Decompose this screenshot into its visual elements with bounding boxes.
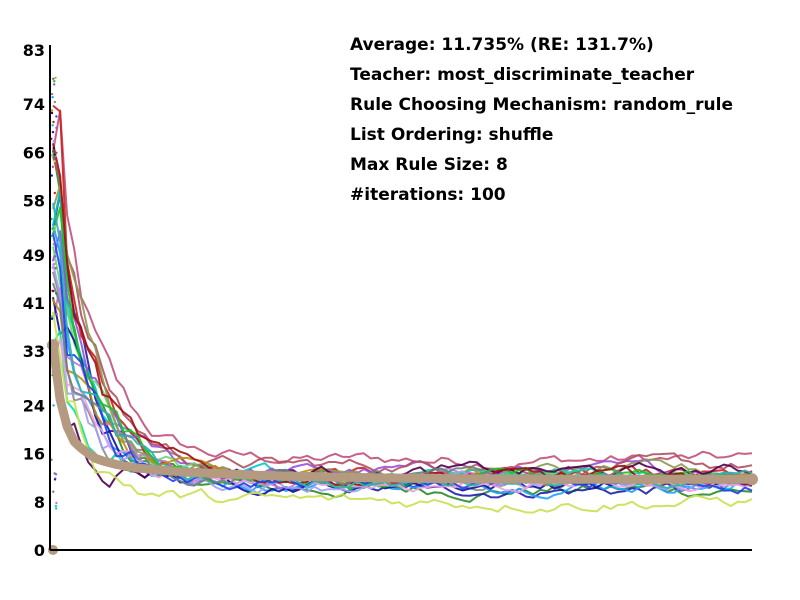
y-tick-label: 33	[23, 342, 45, 361]
early-point	[55, 312, 59, 316]
early-point	[55, 126, 58, 130]
y-tick-label: 58	[23, 192, 45, 211]
early-point	[53, 80, 56, 83]
early-point	[55, 151, 58, 154]
early-point	[54, 504, 58, 508]
run-line-10	[52, 246, 753, 487]
early-point	[50, 315, 53, 318]
early-point	[52, 228, 55, 231]
y-tick-label: 41	[23, 294, 45, 313]
run-line-22	[52, 233, 753, 495]
early-point	[54, 76, 57, 80]
early-point	[52, 243, 55, 246]
run-line-20	[52, 311, 753, 514]
early-point	[52, 299, 55, 302]
early-point	[51, 289, 54, 292]
y-tick-label: 83	[23, 41, 45, 60]
run-line-4	[52, 271, 753, 492]
early-point	[50, 174, 53, 177]
early-point	[50, 317, 54, 320]
info-line-5: Max Rule Size: 8	[350, 155, 508, 175]
early-point	[55, 115, 58, 118]
info-line-2: Teacher: most_discriminate_teacher	[350, 65, 695, 85]
info-panel: Average: 11.735% (RE: 131.7%) Teacher: mo…	[350, 35, 733, 205]
y-tick-label: 49	[23, 246, 45, 265]
early-point	[52, 120, 55, 124]
early-point	[52, 77, 55, 81]
average-layer	[47, 339, 758, 555]
early-point	[52, 139, 55, 143]
y-tick-label: 24	[23, 396, 45, 415]
early-point	[55, 507, 58, 510]
early-point	[51, 266, 54, 269]
early-point	[50, 111, 54, 115]
early-point	[50, 109, 54, 112]
early-point	[51, 165, 55, 168]
early-point	[54, 255, 57, 258]
early-point	[52, 404, 55, 407]
y-tick-label: 74	[23, 95, 45, 114]
run-line-8	[52, 223, 753, 500]
y-tick-label: 8	[34, 493, 45, 512]
early-point	[51, 130, 55, 134]
info-line-4: List Ordering: shuffle	[350, 125, 553, 145]
early-point	[53, 160, 56, 163]
early-point	[51, 124, 54, 127]
early-point	[53, 472, 56, 475]
early-point	[55, 292, 58, 295]
average-line	[48, 340, 757, 484]
early-point	[53, 478, 57, 481]
early-point	[53, 191, 56, 195]
y-tick-label: 66	[23, 143, 45, 162]
early-point	[53, 83, 56, 86]
info-line-3: Rule Choosing Mechanism: random_rule	[350, 95, 733, 115]
y-tick-label: 0	[34, 541, 45, 560]
early-point	[53, 100, 57, 104]
early-point	[52, 490, 55, 493]
early-point	[53, 225, 56, 228]
early-point	[53, 153, 57, 156]
run-line-13	[52, 184, 753, 483]
info-line-6: #iterations: 100	[350, 185, 506, 205]
average-last-point	[746, 473, 758, 486]
y-tick-label: 16	[23, 445, 45, 464]
early-point	[51, 96, 54, 99]
early-point	[50, 92, 54, 96]
early-point	[54, 267, 57, 270]
average-first-point	[47, 339, 59, 352]
early-point	[53, 262, 56, 266]
early-point	[52, 146, 56, 150]
early-point	[50, 154, 53, 157]
early-point	[55, 501, 58, 505]
info-line-1: Average: 11.735% (RE: 131.7%)	[350, 35, 654, 55]
y-tick-labels: 0 8 16 24 33 41 49 58 66 74 83	[23, 41, 45, 560]
